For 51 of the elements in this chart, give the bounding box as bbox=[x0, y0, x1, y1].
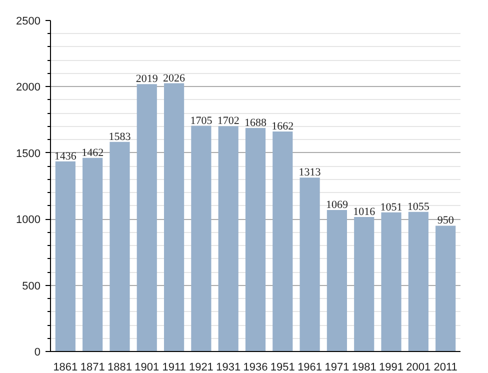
x-tick-label: 1961 bbox=[298, 362, 322, 373]
data-label: 1583 bbox=[108, 130, 132, 143]
bar bbox=[82, 158, 103, 352]
bar bbox=[354, 216, 374, 352]
data-label: 1069 bbox=[326, 198, 348, 211]
data-label: 1436 bbox=[54, 150, 77, 162]
x-tick-label: 1981 bbox=[352, 362, 376, 373]
y-tick-label: 1000 bbox=[16, 214, 41, 226]
bar bbox=[245, 128, 266, 352]
bar bbox=[381, 212, 402, 352]
bar bbox=[136, 84, 157, 352]
x-tick-label: 1901 bbox=[134, 362, 160, 373]
bar bbox=[110, 142, 130, 352]
y-tick-label: 500 bbox=[22, 280, 41, 292]
bar bbox=[326, 210, 348, 352]
x-tick-label: 1861 bbox=[53, 362, 78, 373]
bar bbox=[408, 212, 428, 352]
x-tick-label: 1931 bbox=[216, 362, 241, 373]
data-label: 1702 bbox=[217, 115, 240, 128]
data-label: 950 bbox=[437, 214, 454, 227]
bar bbox=[300, 178, 320, 352]
data-label: 1662 bbox=[272, 120, 294, 132]
x-tick-label: 2001 bbox=[406, 362, 431, 373]
x-tick-label: 1921 bbox=[188, 362, 214, 373]
bar bbox=[218, 126, 238, 352]
y-tick-label: 2000 bbox=[16, 82, 41, 94]
data-label: 1705 bbox=[190, 114, 213, 127]
data-label: 1688 bbox=[244, 117, 267, 130]
data-label: 1016 bbox=[353, 206, 376, 218]
data-label: 1055 bbox=[407, 200, 430, 213]
x-tick-label: 1991 bbox=[379, 362, 404, 373]
data-label: 1462 bbox=[82, 146, 104, 159]
x-tick-label: 1936 bbox=[243, 362, 268, 373]
x-tick-label: 2011 bbox=[434, 362, 458, 373]
bar bbox=[55, 161, 76, 352]
x-tick-label: 1911 bbox=[162, 362, 186, 373]
bar bbox=[436, 226, 456, 352]
data-label: 1051 bbox=[380, 201, 402, 214]
data-label: 2026 bbox=[163, 72, 186, 84]
bar bbox=[164, 83, 184, 352]
y-tick-label: 2500 bbox=[16, 16, 41, 28]
bar bbox=[191, 126, 212, 352]
x-tick-label: 1971 bbox=[324, 362, 350, 373]
y-tick-label: 0 bbox=[34, 346, 41, 358]
x-tick-label: 1951 bbox=[270, 362, 295, 373]
y-tick-label: 1500 bbox=[16, 148, 41, 160]
x-tick-label: 1871 bbox=[80, 362, 105, 373]
data-label: 2019 bbox=[136, 73, 158, 86]
data-label: 1313 bbox=[298, 166, 322, 179]
x-tick-label: 1881 bbox=[108, 362, 132, 373]
bar bbox=[272, 131, 293, 352]
